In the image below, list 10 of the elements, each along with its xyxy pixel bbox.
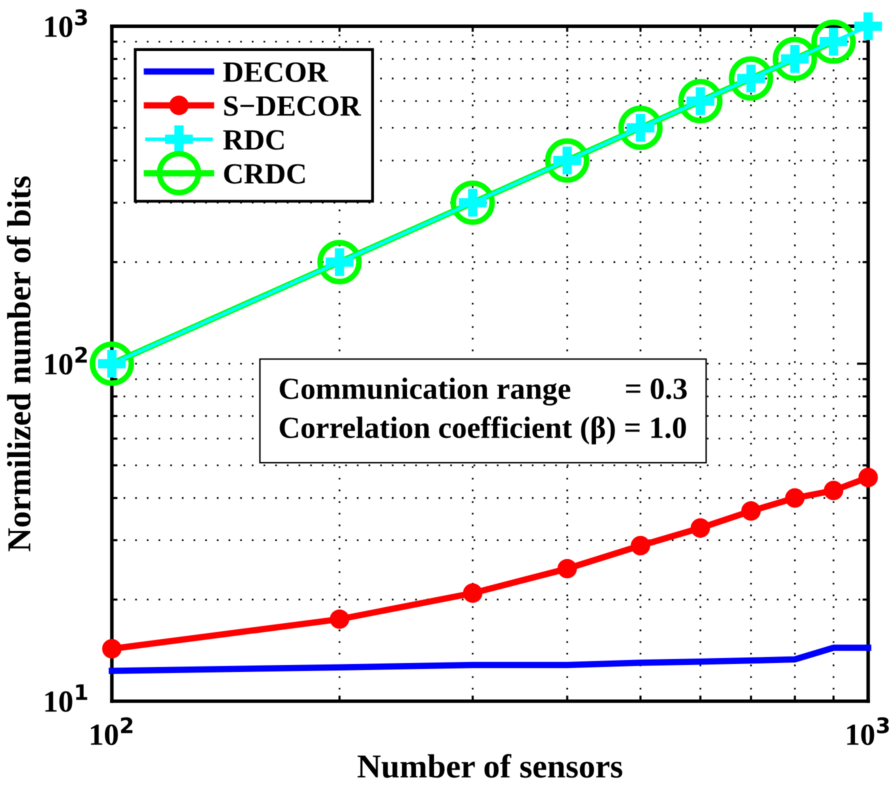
y-tick-label: 10$^{2}$ <box>45 346 87 375</box>
x-axis-title: Number of sensors <box>358 754 622 778</box>
annotation: Communication range = 0.3 Correlation coefficient (β) = 1.0 <box>280 378 687 444</box>
legend-label: S−DECOR <box>224 96 362 116</box>
legend-label: DECOR <box>223 62 328 82</box>
legend-label: RDC <box>223 130 284 150</box>
y-tick-label: 10$^{1}$ <box>45 684 88 712</box>
y-tick-label: 10$^{3}$ <box>45 9 87 38</box>
y-axis-title: Normilized number of bits <box>6 176 31 552</box>
legend-label: CRDC <box>224 164 305 184</box>
